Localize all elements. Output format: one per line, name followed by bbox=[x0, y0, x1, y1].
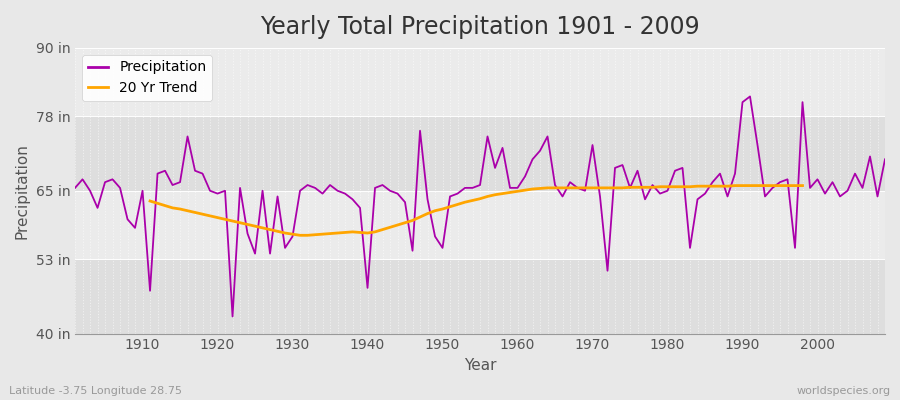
Legend: Precipitation, 20 Yr Trend: Precipitation, 20 Yr Trend bbox=[82, 55, 212, 101]
Text: worldspecies.org: worldspecies.org bbox=[796, 386, 891, 396]
Bar bbox=[75, 116, 885, 191]
Bar bbox=[75, 259, 885, 334]
Bar bbox=[75, 191, 885, 259]
X-axis label: Year: Year bbox=[464, 358, 496, 373]
Y-axis label: Precipitation: Precipitation bbox=[15, 143, 30, 239]
Bar bbox=[75, 48, 885, 116]
Title: Yearly Total Precipitation 1901 - 2009: Yearly Total Precipitation 1901 - 2009 bbox=[260, 15, 700, 39]
Text: Latitude -3.75 Longitude 28.75: Latitude -3.75 Longitude 28.75 bbox=[9, 386, 182, 396]
